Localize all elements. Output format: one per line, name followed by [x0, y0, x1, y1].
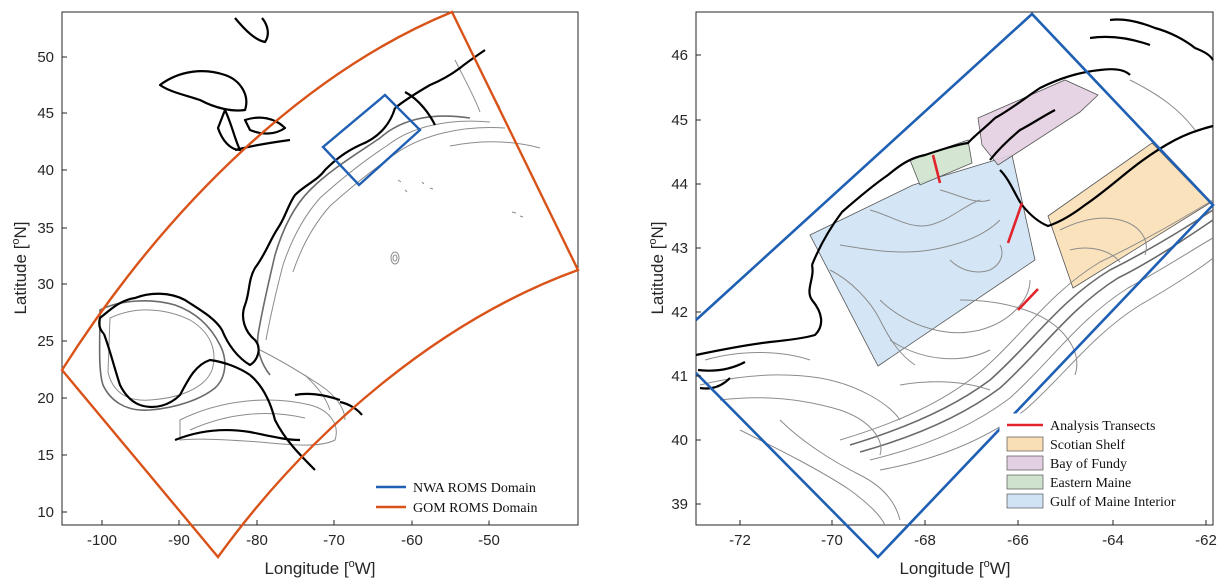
- transect-georges: [1017, 288, 1039, 311]
- right-legend: Analysis Transects Scotian Shelf Bay of …: [999, 413, 1207, 519]
- left-xtick-label: -60: [401, 532, 423, 549]
- right-x-axis-label: Longitude [oW]: [899, 558, 1010, 578]
- legend-swatch-gulf-interior: [1006, 493, 1044, 509]
- left-y-axis-label: Latitude [oN]: [10, 221, 30, 314]
- legend-label-bay-of-fundy: Bay of Fundy: [1050, 457, 1127, 472]
- legend-label-nwa: NWA ROMS Domain: [413, 481, 536, 496]
- right-ytick-label: 42: [671, 304, 688, 321]
- legend-label-transects: Analysis Transects: [1050, 419, 1155, 434]
- left-ytick-label: 35: [37, 220, 54, 237]
- left-xtick-label: -100: [87, 532, 117, 549]
- region-bay-of-fundy: [977, 79, 1099, 166]
- left-map-panel: -100 -90 -80 -70 -60 -50 50 45 40 35 30 …: [10, 10, 580, 578]
- right-xtick-label: -70: [821, 532, 843, 549]
- legend-label-scotian-shelf: Scotian Shelf: [1050, 438, 1125, 453]
- left-xtick-label: -90: [168, 532, 190, 549]
- left-ytick-label: 40: [37, 162, 54, 179]
- left-xtick-label: -50: [478, 532, 500, 549]
- gom-roms-domain: [60, 10, 580, 559]
- right-y-axis-label: Latitude [oN]: [647, 221, 667, 314]
- legend-label-gulf-interior: Gulf of Maine Interior: [1050, 495, 1176, 510]
- right-ytick-label: 46: [671, 47, 688, 64]
- right-ytick-label: 40: [671, 432, 688, 449]
- transect-eastern-maine: [931, 154, 942, 184]
- left-ytick-label: 50: [37, 49, 54, 66]
- nwa-roms-domain: [321, 93, 422, 187]
- left-ytick-label: 30: [37, 276, 54, 293]
- right-ytick-label: 41: [671, 368, 688, 385]
- left-xtick-label: -80: [246, 532, 268, 549]
- left-ytick-label: 15: [37, 447, 54, 464]
- right-xtick-label: -62: [1195, 532, 1217, 549]
- right-x-ticks: -72 -70 -68 -66 -64 -62: [729, 520, 1217, 549]
- nwa-roms-domain-outline: [695, 12, 1215, 559]
- legend-label-eastern-maine: Eastern Maine: [1050, 476, 1131, 491]
- right-ytick-label: 45: [671, 112, 688, 129]
- analysis-transects: [931, 154, 1039, 311]
- left-ytick-label: 45: [37, 105, 54, 122]
- right-xtick-label: -66: [1007, 532, 1029, 549]
- transect-gulf-interior: [1006, 202, 1024, 244]
- right-xtick-label: -72: [729, 532, 751, 549]
- left-ytick-label: 25: [37, 333, 54, 350]
- left-x-ticks: -100 -90 -80 -70 -60 -50: [87, 520, 500, 549]
- right-ytick-label: 43: [671, 240, 688, 257]
- right-xtick-label: -68: [914, 532, 936, 549]
- legend-swatch-bay-of-fundy: [1006, 455, 1044, 471]
- legend-swatch-eastern-maine: [1006, 474, 1044, 490]
- legend-swatch-scotian-shelf: [1006, 436, 1044, 452]
- right-ytick-label: 39: [671, 496, 688, 513]
- right-ytick-label: 44: [671, 176, 688, 193]
- right-y-ticks: 46 45 44 43 42 41 40 39: [671, 47, 701, 513]
- legend-label-gom: GOM ROMS Domain: [413, 501, 537, 516]
- left-x-axis-label: Longitude [oW]: [264, 558, 375, 578]
- right-bathymetry-contours: [699, 79, 1214, 526]
- left-ytick-label: 20: [37, 390, 54, 407]
- right-xtick-label: -64: [1102, 532, 1124, 549]
- left-ytick-label: 10: [37, 504, 54, 521]
- left-y-ticks: 50 45 40 35 30 25 20 15 10: [37, 49, 67, 521]
- left-plot-frame: [61, 11, 579, 526]
- left-xtick-label: -70: [323, 532, 345, 549]
- left-legend: NWA ROMS Domain GOM ROMS Domain: [365, 474, 573, 521]
- right-map-panel: -72 -70 -68 -66 -64 -62 46 45 44 43 42 4…: [647, 11, 1217, 578]
- right-coastline: [695, 18, 1214, 390]
